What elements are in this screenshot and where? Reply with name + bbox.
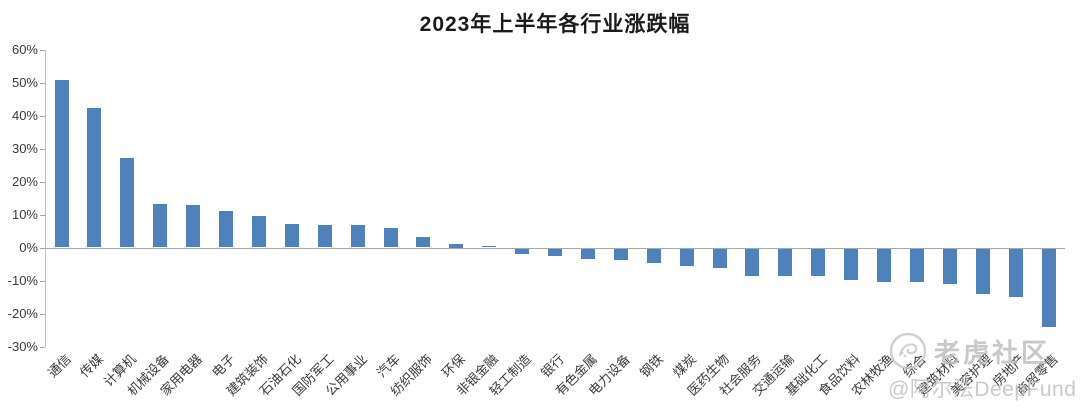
bar	[548, 248, 562, 257]
y-tick-mark	[40, 148, 45, 150]
bar	[1008, 248, 1023, 297]
bar	[942, 248, 957, 285]
y-tick-mark	[40, 346, 45, 348]
bar	[186, 204, 201, 248]
y-tick-mark	[40, 115, 45, 117]
bar	[811, 248, 826, 277]
y-tick-label: 30%	[11, 140, 38, 156]
chart-title: 2023年上半年各行业涨跌幅	[419, 13, 691, 36]
y-tick-mark	[40, 49, 45, 51]
bar	[284, 224, 299, 248]
y-tick-label: 0%	[19, 239, 38, 255]
bar	[679, 248, 694, 266]
bar	[778, 248, 793, 276]
bar	[383, 228, 398, 248]
y-tick-label: 10%	[11, 206, 38, 222]
bar	[877, 248, 891, 282]
y-tick-mark	[40, 214, 45, 216]
y-tick-label: -20%	[7, 305, 38, 321]
bar	[219, 211, 233, 248]
y-tick-label: 60%	[11, 41, 38, 57]
bar	[745, 248, 760, 276]
bar	[482, 245, 497, 248]
bar	[712, 248, 727, 268]
bar	[54, 80, 69, 248]
bar	[844, 248, 859, 280]
bar	[909, 248, 924, 282]
bar	[646, 248, 661, 263]
y-tick-mark	[40, 181, 45, 183]
bar	[613, 248, 628, 260]
y-tick-label: 20%	[11, 173, 38, 189]
bar	[251, 216, 266, 248]
y-tick-mark	[40, 280, 45, 282]
bar	[350, 225, 365, 248]
bar	[449, 243, 464, 248]
y-tick-label: 40%	[11, 107, 38, 123]
bar	[580, 248, 595, 259]
y-tick-mark	[40, 313, 45, 315]
bar	[1041, 248, 1056, 327]
y-tick-label: -30%	[7, 338, 38, 354]
bar	[87, 107, 102, 248]
bar	[120, 158, 135, 248]
bar	[416, 237, 431, 248]
y-tick-mark	[40, 82, 45, 84]
y-tick-label: -10%	[7, 272, 38, 288]
y-tick-label: 50%	[11, 74, 38, 90]
bar	[515, 248, 530, 255]
bar	[975, 248, 990, 295]
bar	[153, 203, 168, 248]
y-axis-line	[45, 49, 46, 347]
x-axis-line	[45, 247, 1065, 249]
bar	[317, 224, 332, 248]
y-tick-mark	[40, 247, 45, 249]
